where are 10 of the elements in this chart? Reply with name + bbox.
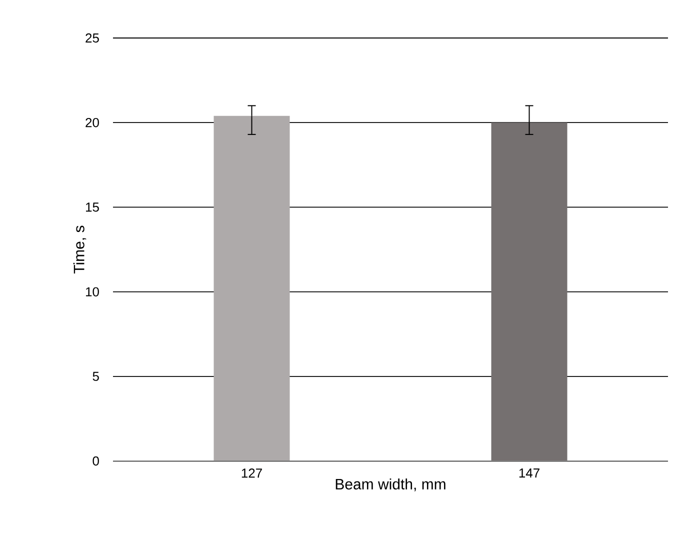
y-tick-label: 20 — [86, 118, 99, 128]
x-axis-title: Beam width, mm — [336, 478, 446, 492]
x-tick-label: 127 — [242, 468, 262, 478]
y-tick-label: 5 — [92, 372, 99, 381]
y-tick-label: 10 — [86, 287, 99, 296]
x-tick-label: 147 — [519, 468, 540, 478]
y-tick-label: 25 — [86, 33, 99, 43]
y-tick-label: 15 — [86, 202, 99, 212]
y-axis-title: Time, s — [73, 226, 86, 274]
y-tick-label: 0 — [92, 456, 99, 466]
